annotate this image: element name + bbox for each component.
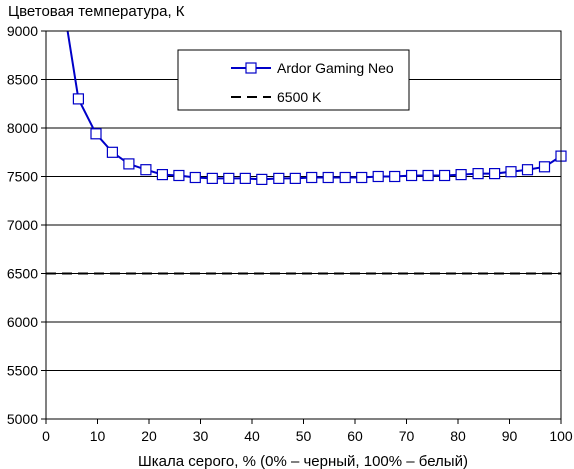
x-tick-label: 20 — [141, 428, 157, 444]
data-point — [189, 171, 201, 184]
data-point — [521, 164, 534, 176]
legend-marker-ardor — [245, 62, 257, 74]
y-tick-label: 5000 — [7, 411, 38, 427]
data-point — [356, 171, 368, 184]
legend: Ardor Gaming Neo 6500 K — [177, 49, 410, 111]
data-point — [439, 169, 451, 182]
x-tick-label: 90 — [502, 428, 518, 444]
data-point — [90, 128, 102, 140]
data-point — [72, 93, 85, 105]
x-tick-label: 80 — [450, 428, 466, 444]
grid-lines — [46, 79, 561, 371]
y-tick-label: 7500 — [7, 169, 38, 185]
y-tick-label: 8000 — [7, 120, 38, 136]
data-point — [455, 169, 467, 181]
y-tick-label: 5500 — [7, 363, 38, 379]
data-point — [538, 161, 551, 173]
data-point — [505, 166, 517, 178]
x-tick-label: 10 — [90, 428, 106, 444]
data-point — [389, 170, 401, 183]
data-point — [156, 169, 168, 181]
y-axis-ticks: 5000 5500 6000 6500 7000 7500 8000 8500 9000 — [7, 23, 46, 427]
y-tick-label: 7000 — [7, 217, 38, 233]
y-tick-label: 9000 — [7, 23, 38, 39]
x-axis-ticks: 0 10 20 30 40 50 60 70 80 90 100 — [42, 419, 573, 444]
data-point — [140, 164, 152, 176]
data-point — [239, 172, 251, 184]
x-tick-label: 40 — [244, 428, 260, 444]
legend-label-6500k: 6500 K — [277, 89, 322, 105]
x-tick-label: 30 — [193, 428, 209, 444]
data-point — [223, 172, 235, 184]
y-tick-label: 6000 — [7, 314, 38, 330]
data-point — [322, 171, 334, 184]
x-tick-label: 0 — [42, 428, 50, 444]
data-point — [289, 172, 301, 184]
y-axis-title: Цветовая температура, К — [8, 3, 185, 20]
data-point — [372, 170, 384, 183]
data-point — [173, 169, 185, 182]
data-point — [472, 168, 484, 180]
data-point — [422, 169, 434, 182]
data-point — [273, 172, 285, 184]
y-tick-label: 6500 — [7, 266, 38, 282]
legend-label-ardor: Ardor Gaming Neo — [277, 60, 394, 76]
data-point — [206, 172, 218, 184]
x-tick-label: 100 — [549, 428, 573, 444]
data-point — [406, 169, 418, 182]
legend-box — [177, 49, 410, 111]
data-point — [306, 171, 318, 184]
data-point — [123, 158, 135, 170]
data-point — [339, 171, 351, 184]
x-axis-title: Шкала серого, % (0% – черный, 100% – бел… — [138, 453, 468, 469]
x-tick-label: 60 — [347, 428, 363, 444]
y-tick-label: 8500 — [7, 72, 38, 88]
data-point — [489, 168, 501, 180]
x-tick-label: 50 — [296, 428, 312, 444]
data-point — [106, 146, 119, 158]
x-tick-label: 70 — [399, 428, 415, 444]
series-ardor-gaming-neo — [66, 30, 567, 185]
data-point — [256, 173, 268, 185]
